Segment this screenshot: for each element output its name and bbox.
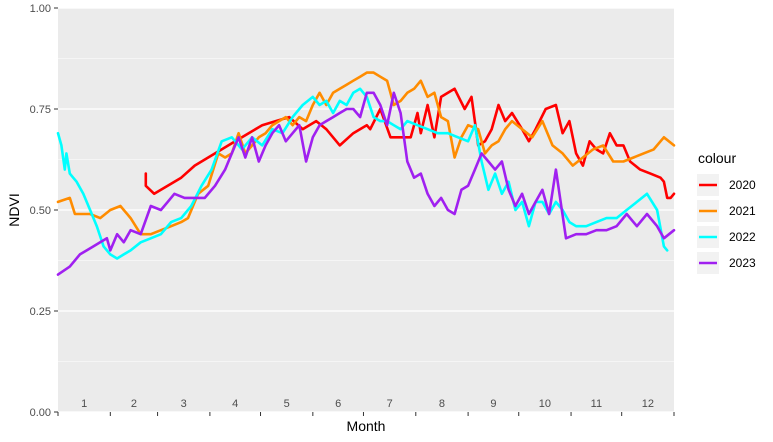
- legend: colour 2020 2021 2022 2023: [697, 150, 756, 274]
- month-label: 1: [81, 398, 87, 410]
- month-label: 6: [335, 398, 341, 410]
- y-axis-title: NDVI: [6, 193, 22, 226]
- legend-label-2020: 2020: [729, 178, 756, 192]
- x-axis-title: Month: [347, 418, 386, 434]
- month-label: 10: [539, 398, 551, 410]
- series-line-2021: [56, 71, 676, 236]
- y-tick-label: 0.25: [30, 306, 51, 318]
- series-line-2023: [56, 91, 676, 276]
- legend-label-2021: 2021: [729, 204, 756, 218]
- series-line-2022: [56, 87, 669, 260]
- series-lines: [56, 71, 676, 276]
- y-tick-label: 0.75: [30, 104, 51, 116]
- y-tick-label: 0.50: [30, 205, 51, 217]
- x-axis-ticks: [57, 412, 675, 416]
- month-label: 8: [439, 398, 445, 410]
- legend-title: colour: [698, 150, 736, 166]
- y-axis: 0.00 0.25 0.50 0.75 1.00: [30, 3, 58, 419]
- month-label: 12: [642, 398, 654, 410]
- y-tick-label: 1.00: [30, 3, 51, 15]
- month-label: 2: [131, 398, 137, 410]
- minor-gridlines: [58, 58, 674, 362]
- y-tick-label: 0.00: [30, 407, 51, 419]
- month-label: 11: [591, 398, 602, 410]
- series-line-2020: [144, 87, 676, 200]
- month-label: 9: [490, 398, 496, 410]
- month-label: 3: [181, 398, 187, 410]
- month-label: 7: [387, 398, 393, 410]
- month-label: 4: [232, 398, 238, 410]
- legend-label-2022: 2022: [729, 230, 756, 244]
- legend-label-2023: 2023: [729, 256, 756, 270]
- month-labels: 1 2 3 4 5 6 7 8 9 10 11 12: [81, 398, 654, 410]
- month-label: 5: [284, 398, 290, 410]
